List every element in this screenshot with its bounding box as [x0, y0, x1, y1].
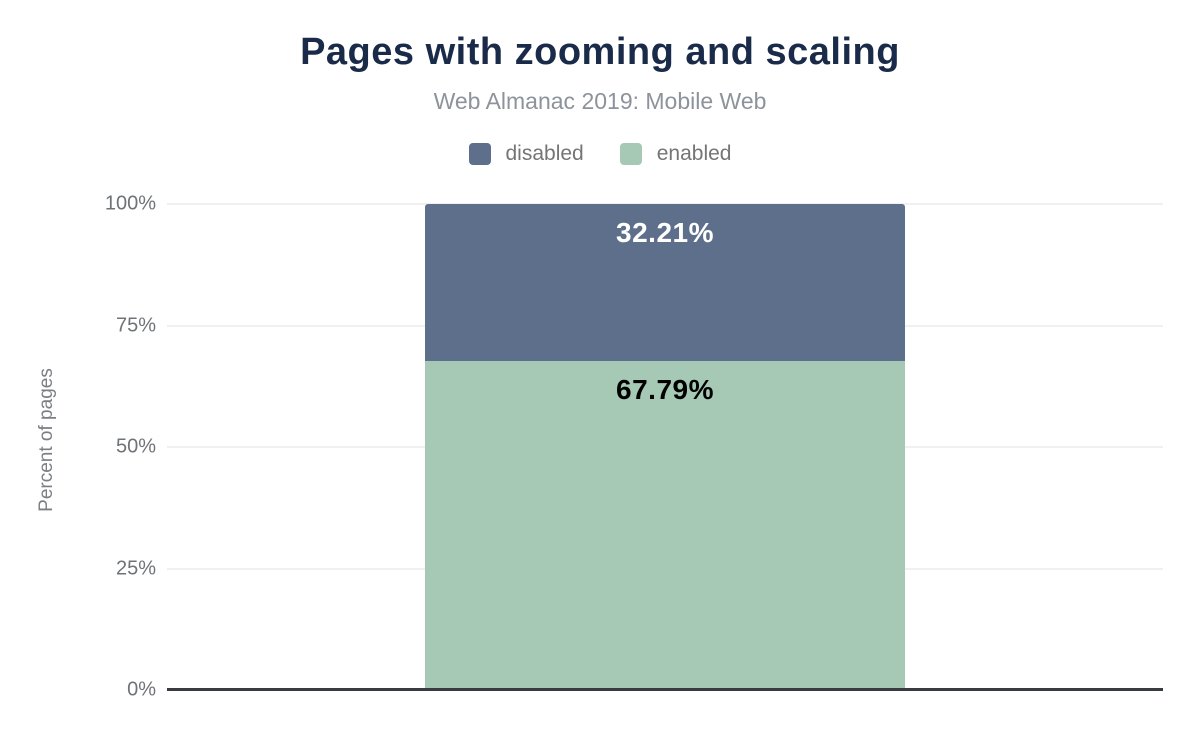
chart-subtitle: Web Almanac 2019: Mobile Web — [433, 88, 767, 114]
stacked-bar: 32.21% 67.79% — [425, 204, 905, 690]
y-axis-title: Percent of pages — [36, 368, 57, 512]
y-tick-label-100: 100% — [104, 192, 156, 215]
chart-title: Pages with zooming and scaling — [300, 31, 900, 73]
legend-label-enabled: enabled — [656, 142, 732, 165]
axis-line — [167, 688, 1163, 691]
bar-segment-disabled: 32.21% — [425, 204, 905, 361]
legend-item-enabled: enabled — [619, 142, 732, 166]
y-tick-label-75: 75% — [115, 314, 156, 336]
bar-value-label-enabled: 67.79% — [616, 373, 714, 405]
y-tick-label-50: 50% — [115, 435, 156, 458]
legend-swatch-enabled — [619, 143, 642, 165]
plot-area: 0% 25% 50% 75% 100% 32.21% 67.79% — [105, 193, 1163, 701]
y-tick-label-0: 0% — [127, 678, 156, 701]
y-tick-label-25: 25% — [115, 557, 156, 579]
legend: disabled enabled — [0, 142, 1200, 166]
legend-label-disabled: disabled — [505, 142, 584, 165]
legend-item-disabled: disabled — [468, 142, 584, 166]
bar-segment-enabled: 67.79% — [425, 360, 905, 690]
bar-value-label-disabled: 32.21% — [616, 217, 714, 248]
legend-swatch-disabled — [468, 143, 491, 165]
